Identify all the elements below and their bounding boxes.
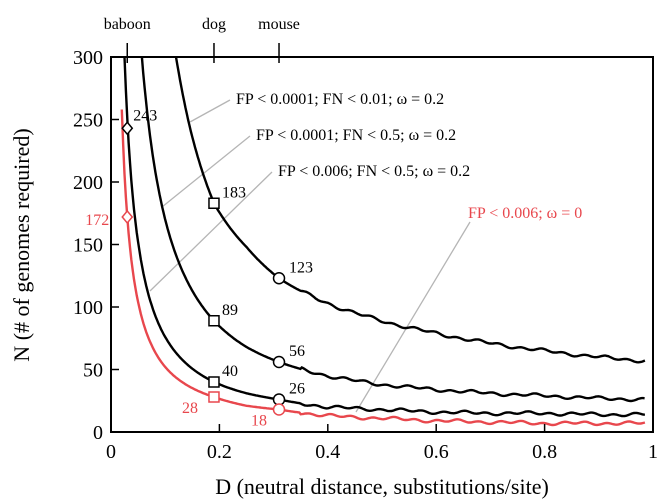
y-tick-label: 250: [73, 110, 103, 132]
square-marker: [208, 197, 220, 209]
point-value-label: 172: [85, 212, 109, 229]
y-tick-label: 100: [73, 297, 103, 319]
x-tick-label: 0.6: [424, 441, 449, 463]
circle-marker: [272, 403, 286, 416]
series-line-1: [140, 57, 645, 403]
y-tick-label: 300: [73, 47, 103, 69]
series-labels: 183 123 243 89 56 40 26 172 28 18 FP < 0.0001; FN …: [85, 91, 582, 430]
series-name-label: FP < 0.006; ω = 0: [468, 205, 582, 222]
square-marker: [208, 391, 220, 403]
y-tick-label: 150: [73, 235, 103, 257]
species-label-dog: dog: [202, 16, 226, 33]
series-line-2: [123, 57, 645, 418]
y-axis-title: N (# of genomes required): [9, 128, 34, 361]
x-tick-label: 0.2: [207, 441, 232, 463]
point-value-label: 56: [289, 343, 305, 360]
point-value-label: 243: [133, 107, 157, 124]
point-value-label: 18: [251, 413, 267, 430]
y-tick-label: 0: [93, 422, 103, 444]
annotation-leader-lines: [149, 99, 471, 413]
square-marker: [208, 376, 220, 388]
point-value-label: 123: [289, 259, 313, 276]
y-tick-label: 200: [73, 172, 103, 194]
x-tick-label: 0.4: [315, 441, 340, 463]
x-tick-label: 0.8: [532, 441, 557, 463]
x-axis-title: D (neutral distance, substitutions/site): [215, 474, 549, 499]
series-name-label: FP < 0.0001; FN < 0.01; ω = 0.2: [236, 91, 444, 108]
square-marker: [208, 315, 220, 327]
diamond-marker: [121, 121, 134, 136]
series-leader-line: [189, 99, 231, 123]
circle-marker: [272, 272, 286, 285]
species-label-baboon: baboon: [104, 16, 151, 33]
x-tick-label: 1: [648, 441, 658, 463]
series-line-3: [120, 109, 646, 427]
series-line-0: [174, 57, 646, 364]
series-leader-line: [161, 135, 251, 208]
series-name-label: FP < 0.006; FN < 0.5; ω = 0.2: [278, 163, 470, 180]
x-tick-label: 0: [106, 441, 116, 463]
species-label-mouse: mouse: [258, 16, 300, 33]
point-value-label: 40: [222, 363, 238, 380]
series-leader-line: [149, 171, 273, 292]
diamond-marker: [121, 209, 134, 225]
point-value-label: 26: [289, 381, 305, 398]
point-value-label: 28: [182, 400, 198, 417]
y-tick-label: 50: [83, 360, 103, 382]
series-lines: [120, 57, 646, 427]
point-value-label: 183: [222, 184, 246, 201]
data-point-markers: [121, 121, 286, 416]
circle-marker: [272, 355, 286, 369]
series-name-label: FP < 0.0001; FN < 0.5; ω = 0.2: [256, 127, 456, 144]
series-leader-line: [355, 221, 471, 413]
plot-frame: [110, 56, 654, 433]
point-value-label: 89: [222, 302, 238, 319]
